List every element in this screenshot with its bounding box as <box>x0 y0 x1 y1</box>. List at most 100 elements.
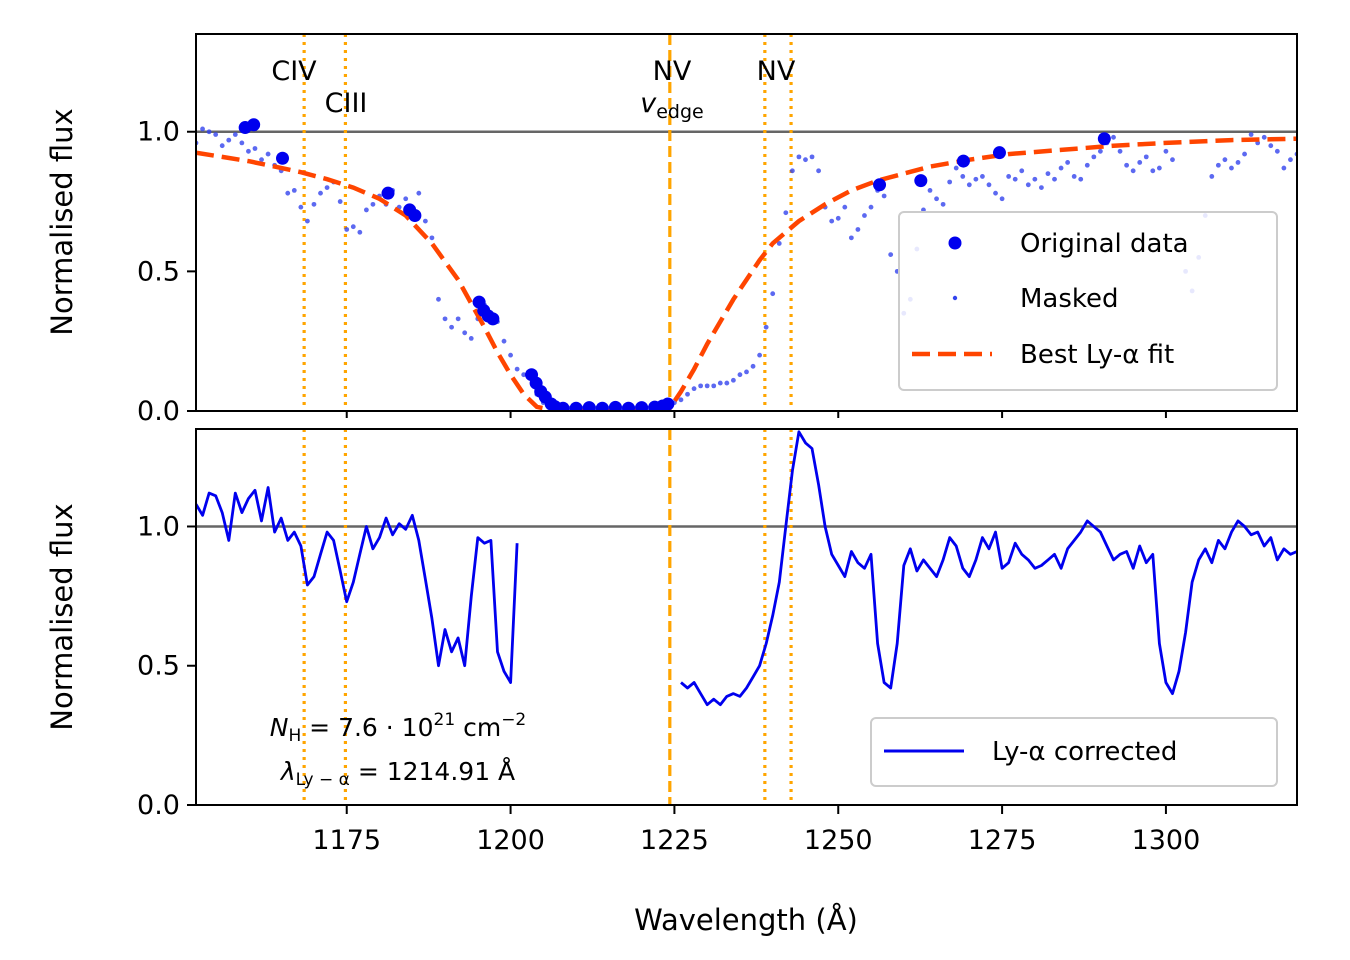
masked-point <box>789 168 795 174</box>
civ-label: CIV <box>271 56 317 87</box>
masked-point <box>737 372 743 378</box>
original-data-points <box>238 118 1111 411</box>
corrected-segment-2 <box>680 430 1297 707</box>
v-edge-symbol: v <box>640 88 657 119</box>
masked-point <box>927 187 933 193</box>
top-vertical-lines <box>302 34 793 411</box>
masked-point <box>1215 162 1221 168</box>
masked-point <box>711 383 717 389</box>
masked-point <box>285 190 291 196</box>
xtick-label: 1300 <box>1132 825 1201 856</box>
nv-edge-label: NV <box>653 56 692 87</box>
top-panel: CIV CIII NV NV vedge 0.0 0.5 1.0 Normalise… <box>45 33 1298 427</box>
masked-point <box>750 363 756 369</box>
original-data-point <box>247 118 261 132</box>
masked-point <box>1019 168 1025 174</box>
original-data-point <box>635 401 649 411</box>
v-edge-subscript: edge <box>656 101 704 123</box>
masked-point <box>1071 174 1077 179</box>
top-ytick-label: 1.0 <box>137 117 180 148</box>
masked-point <box>508 352 513 358</box>
masked-point <box>357 229 363 235</box>
masked-point <box>1006 174 1012 179</box>
masked-point <box>809 154 815 160</box>
masked-point <box>1012 176 1018 182</box>
masked-point <box>521 372 527 378</box>
masked-point <box>1235 160 1241 165</box>
masked-point <box>344 227 350 232</box>
original-data-point <box>914 174 928 188</box>
masked-point <box>232 132 238 137</box>
masked-point <box>1111 134 1116 140</box>
bottom-plot-area <box>196 430 1297 707</box>
original-data-point <box>582 401 596 411</box>
masked-point <box>318 190 323 196</box>
top-ytick-label: 0.5 <box>137 256 180 287</box>
masked-point <box>1084 162 1090 168</box>
bottom-vertical-lines <box>302 429 793 805</box>
bottom-legend-box <box>870 717 1278 787</box>
masked-point <box>514 366 520 372</box>
masked-point <box>1222 157 1228 163</box>
masked-point <box>1025 182 1031 188</box>
masked-point <box>1268 143 1274 149</box>
masked-point <box>881 193 887 199</box>
top-line-labels: CIV CIII NV NV vedge <box>271 56 796 123</box>
masked-point <box>1248 132 1254 137</box>
legend-marker-masked <box>952 295 958 301</box>
masked-point <box>1170 157 1175 163</box>
masked-point <box>363 207 369 213</box>
legend-label-corrected: Ly-α corrected <box>992 737 1177 767</box>
lambda-annotation: λLy − α = 1214.91 Å <box>279 757 515 790</box>
masked-point <box>298 204 304 210</box>
masked-point <box>1209 174 1215 179</box>
masked-point <box>1163 148 1169 154</box>
nh-annotation: NH = 7.6 · 1021 cm−2 <box>270 710 527 746</box>
masked-point <box>462 330 468 336</box>
masked-point <box>835 215 841 221</box>
masked-point <box>717 380 723 386</box>
masked-point <box>1156 165 1162 171</box>
masked-point <box>1124 162 1130 168</box>
masked-point <box>770 291 776 297</box>
masked-point <box>698 383 704 389</box>
bottom-ytick-label: 0.5 <box>137 651 180 682</box>
top-legend: Original data Masked Best Ly-α fit <box>898 211 1278 391</box>
masked-point <box>1261 134 1267 140</box>
masked-point <box>429 235 435 241</box>
masked-point <box>803 157 808 163</box>
masked-point <box>1281 165 1287 171</box>
masked-point <box>324 185 330 190</box>
original-data-point <box>276 151 290 165</box>
masked-point <box>986 182 992 188</box>
masked-point <box>449 324 454 330</box>
masked-point <box>468 335 474 341</box>
corrected-spectrum <box>196 430 1297 707</box>
masked-point <box>868 204 874 210</box>
masked-point <box>796 154 802 160</box>
masked-point <box>1039 185 1044 190</box>
masked-point <box>501 338 507 344</box>
masked-point <box>200 126 205 132</box>
bottom-y-ticks: 0.0 0.5 1.0 <box>137 511 196 821</box>
masked-point <box>953 165 959 171</box>
masked-point <box>252 146 258 151</box>
masked-point <box>265 151 271 157</box>
bottom-panel: 0.0 0.5 1.0 1175 1200 1225 1250 1275 1300 Norma… <box>45 411 1298 937</box>
masked-point <box>1078 176 1084 182</box>
masked-point <box>305 218 310 224</box>
masked-point <box>724 380 730 386</box>
masked-point <box>1045 171 1051 177</box>
masked-point <box>1058 165 1064 171</box>
original-data-point <box>486 312 500 326</box>
masked-point <box>1117 148 1123 154</box>
masked-point <box>704 383 710 389</box>
masked-point <box>947 179 953 185</box>
top-axes-frame <box>195 33 1298 412</box>
masked-point <box>855 227 861 232</box>
top-y-ticks: 0.0 0.5 1.0 <box>137 117 196 427</box>
masked-point <box>1242 151 1247 157</box>
masked-point <box>206 129 212 135</box>
masked-point <box>940 201 946 207</box>
masked-point <box>442 316 448 322</box>
